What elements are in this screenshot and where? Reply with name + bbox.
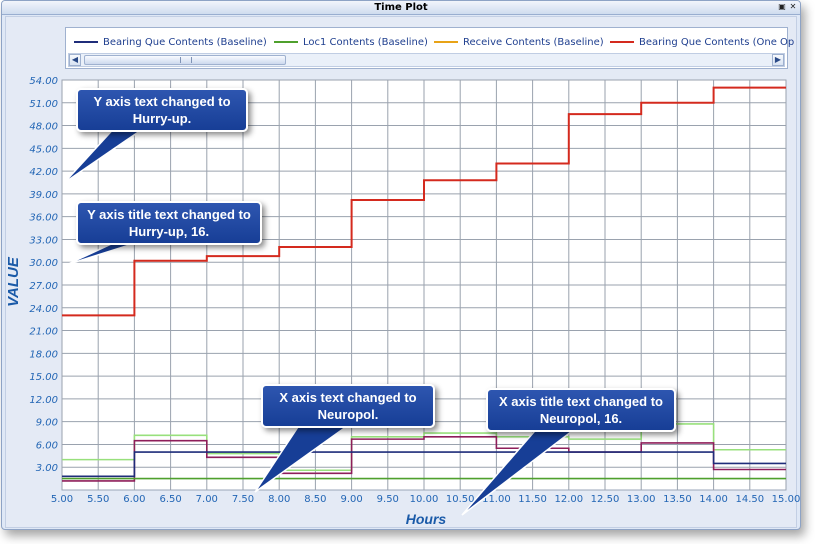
x-tick-label: 12.00 xyxy=(554,494,583,505)
x-tick-label: 8.50 xyxy=(304,494,326,505)
y-tick-label: 12.00 xyxy=(29,395,58,406)
x-tick-label: 12.50 xyxy=(591,494,620,505)
callout-y-axis-text: Y axis text changed to Hurry-up. xyxy=(76,88,248,132)
legend-swatch xyxy=(434,41,458,43)
y-tick-label: 54.00 xyxy=(29,76,58,87)
x-tick-label: 10.00 xyxy=(410,494,439,505)
x-tick-label: 7.00 xyxy=(196,494,218,505)
x-tick-label: 11.50 xyxy=(518,494,547,505)
legend-item-bearing-que-baseline: Bearing Que Contents (Baseline) xyxy=(103,37,267,48)
x-tick-label: 13.50 xyxy=(663,494,692,505)
scrollbar-thumb[interactable] xyxy=(84,55,286,65)
y-tick-label: 36.00 xyxy=(29,213,58,224)
chevron-right-icon[interactable]: ▶ xyxy=(772,54,784,66)
x-tick-label: 6.50 xyxy=(159,494,181,505)
x-tick-label: 11.00 xyxy=(482,494,511,505)
x-axis-tick-labels: 5.00 5.50 6.00 6.50 7.00 7.50 8.00 8.50 9.00 9.50… xyxy=(51,494,800,505)
legend-item-loc1-baseline: Loc1 Contents (Baseline) xyxy=(303,37,428,48)
series-line xyxy=(62,451,786,478)
title-bar[interactable]: Time Plot ▣ ✕ xyxy=(2,1,800,15)
x-tick-label: 15.00 xyxy=(772,494,801,505)
legend-scrollbar[interactable]: ◀ ▶ xyxy=(68,53,785,67)
y-axis-tick-labels: 3.00 6.00 9.00 12.00 15.00 18.00 21.00 24.00 27.… xyxy=(29,76,58,474)
y-tick-label: 45.00 xyxy=(29,144,58,155)
grid-lines xyxy=(61,79,787,490)
x-axis-title: Hours xyxy=(406,511,447,527)
chart-legend: Bearing Que Contents (Baseline) Loc1 Con… xyxy=(65,27,794,69)
y-tick-label: 15.00 xyxy=(29,372,58,383)
x-tick-label: 14.50 xyxy=(735,494,764,505)
series-lines xyxy=(62,86,786,482)
callout-x-axis-text: X axis text changed to Neuropol. xyxy=(261,384,435,428)
y-tick-label: 6.00 xyxy=(36,440,58,451)
legend-swatch xyxy=(74,41,98,43)
callout-y-axis-title: Y axis title text changed to Hurry-up, 1… xyxy=(76,201,262,245)
x-tick-label: 9.00 xyxy=(340,494,362,505)
x-tick-label: 6.00 xyxy=(123,494,145,505)
y-tick-label: 42.00 xyxy=(29,167,58,178)
legend-item-bearing-que-one-op: Bearing Que Contents (One Op xyxy=(639,37,795,48)
callout-pointers xyxy=(63,123,583,516)
callout-x-axis-title: X axis title text changed to Neuropol, 1… xyxy=(486,388,676,432)
series-line xyxy=(62,86,786,317)
legend-item-receive-baseline: Receive Contents (Baseline) xyxy=(463,37,604,48)
y-axis-title: VALUE xyxy=(5,256,22,307)
x-tick-label: 8.00 xyxy=(268,494,290,505)
close-icon[interactable]: ✕ xyxy=(789,2,797,11)
y-tick-label: 24.00 xyxy=(29,304,58,315)
y-tick-label: 27.00 xyxy=(29,281,58,292)
y-tick-label: 18.00 xyxy=(29,349,58,360)
chevron-left-icon[interactable]: ◀ xyxy=(69,54,81,66)
legend-swatch xyxy=(610,41,634,43)
y-tick-label: 21.00 xyxy=(29,327,58,338)
x-tick-label: 5.50 xyxy=(87,494,109,505)
y-tick-label: 9.00 xyxy=(36,418,58,429)
series-line xyxy=(62,436,786,482)
legend-swatch xyxy=(274,41,298,43)
x-tick-label: 10.50 xyxy=(446,494,475,505)
y-tick-label: 39.00 xyxy=(29,190,58,201)
y-tick-label: 3.00 xyxy=(36,463,58,474)
y-tick-label: 48.00 xyxy=(29,122,58,133)
x-tick-label: 7.50 xyxy=(232,494,254,505)
y-tick-label: 30.00 xyxy=(29,258,58,269)
y-tick-label: 51.00 xyxy=(29,99,58,110)
grip-icon xyxy=(180,57,192,63)
x-tick-label: 14.00 xyxy=(699,494,728,505)
y-tick-label: 33.00 xyxy=(29,235,58,246)
window-title: Time Plot xyxy=(374,2,428,13)
x-tick-label: 13.00 xyxy=(627,494,656,505)
x-tick-label: 5.00 xyxy=(51,494,73,505)
window-restore-icon[interactable]: ▣ xyxy=(778,2,786,11)
x-tick-label: 9.50 xyxy=(377,494,399,505)
